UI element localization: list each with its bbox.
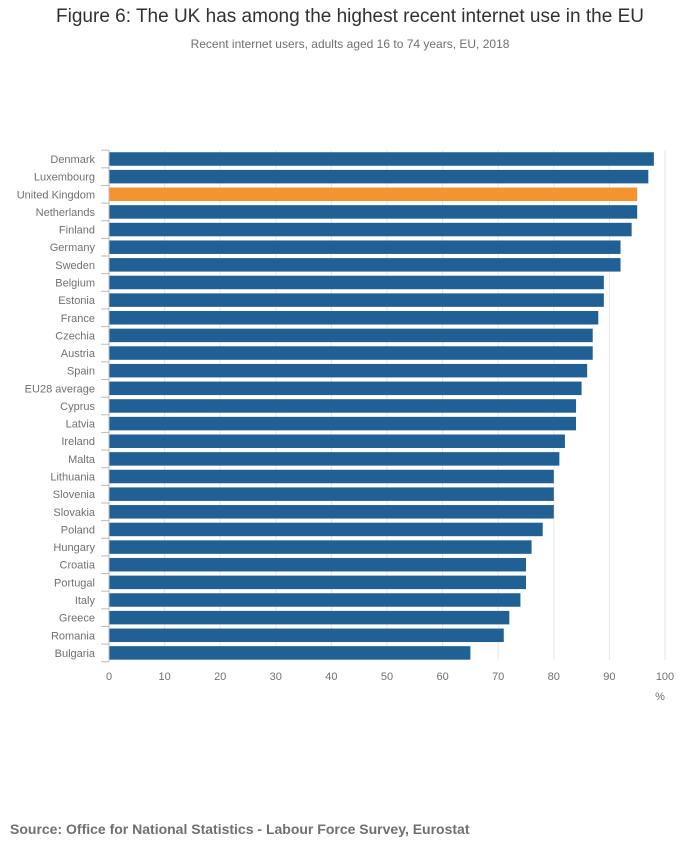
bar <box>109 258 621 272</box>
category-label: Italy <box>75 595 96 607</box>
bar <box>109 610 510 625</box>
category-label: EU28 average <box>25 383 95 395</box>
bar <box>109 557 526 572</box>
x-tick-label: 60 <box>436 671 448 683</box>
x-tick-label: 100 <box>656 671 674 683</box>
x-tick-label: 70 <box>492 671 504 683</box>
bar <box>109 434 565 448</box>
category-label: Slovakia <box>53 507 95 519</box>
x-tick-label: 90 <box>603 671 615 683</box>
x-tick-label: 80 <box>548 671 560 683</box>
x-tick-label: 40 <box>325 671 337 683</box>
x-tick-label: 20 <box>214 671 226 683</box>
bar <box>109 275 604 290</box>
bars <box>109 152 654 660</box>
bar <box>109 222 632 237</box>
category-label: Czechia <box>55 330 96 342</box>
bar <box>109 169 649 184</box>
x-tick-label: 50 <box>381 671 393 683</box>
category-label: Croatia <box>60 560 96 572</box>
category-label: Germany <box>50 242 96 254</box>
chart-title: Figure 6: The UK has among the highest r… <box>56 6 644 27</box>
bar <box>109 487 554 501</box>
bar <box>109 187 638 202</box>
axes <box>101 149 110 663</box>
category-label: Cyprus <box>60 401 95 413</box>
bar <box>109 575 526 590</box>
category-label: Austria <box>61 348 96 360</box>
category-label: Luxembourg <box>34 172 95 184</box>
category-label: Greece <box>59 613 95 625</box>
category-label: Malta <box>68 454 96 466</box>
bar <box>109 452 560 466</box>
x-tick-label: 30 <box>270 671 282 683</box>
bar-chart: Denmark Luxembourg United Kingdom Netherlan… <box>17 149 674 703</box>
bar <box>109 311 599 325</box>
category-label: Finland <box>59 225 95 237</box>
category-label: United Kingdom <box>17 189 95 201</box>
bar <box>109 205 638 219</box>
x-tick-labels: 0 10 20 30 40 50 60 70 80 90 100 <box>106 671 674 683</box>
bar <box>109 293 604 307</box>
category-label: Estonia <box>58 295 96 307</box>
source-note: Source: Office for National Statistics -… <box>10 821 470 837</box>
category-label: France <box>61 313 95 325</box>
bar <box>109 522 543 537</box>
bar <box>109 646 471 660</box>
bar <box>109 363 588 378</box>
category-label: Lithuania <box>50 472 96 484</box>
bar <box>109 505 554 519</box>
bar <box>109 240 621 254</box>
chart-subtitle: Recent internet users, adults aged 16 to… <box>190 37 510 51</box>
bar <box>109 152 654 166</box>
category-label: Sweden <box>55 260 95 272</box>
category-label: Belgium <box>55 277 95 289</box>
category-label: Spain <box>67 366 95 378</box>
category-labels: Denmark Luxembourg United Kingdom Netherlan… <box>17 154 96 660</box>
category-label: Hungary <box>53 542 95 554</box>
category-label: Netherlands <box>36 207 96 219</box>
category-label: Bulgaria <box>55 648 96 660</box>
bar <box>109 381 582 396</box>
category-label: Poland <box>61 524 95 536</box>
category-label: Latvia <box>66 419 96 431</box>
bar <box>109 628 504 643</box>
x-tick-label: 10 <box>158 671 170 683</box>
bar <box>109 593 521 607</box>
category-label: Slovenia <box>53 489 96 501</box>
category-label: Denmark <box>50 154 95 166</box>
category-label: Portugal <box>54 577 95 589</box>
bar <box>109 399 577 413</box>
category-label: Ireland <box>61 436 95 448</box>
category-label: Romania <box>51 630 96 642</box>
x-tick-label: 0 <box>106 671 112 683</box>
bar <box>109 328 593 343</box>
bar <box>109 540 532 554</box>
bar <box>109 416 577 431</box>
x-axis-unit-label: % <box>655 691 665 703</box>
bar <box>109 346 593 360</box>
bar <box>109 469 554 484</box>
